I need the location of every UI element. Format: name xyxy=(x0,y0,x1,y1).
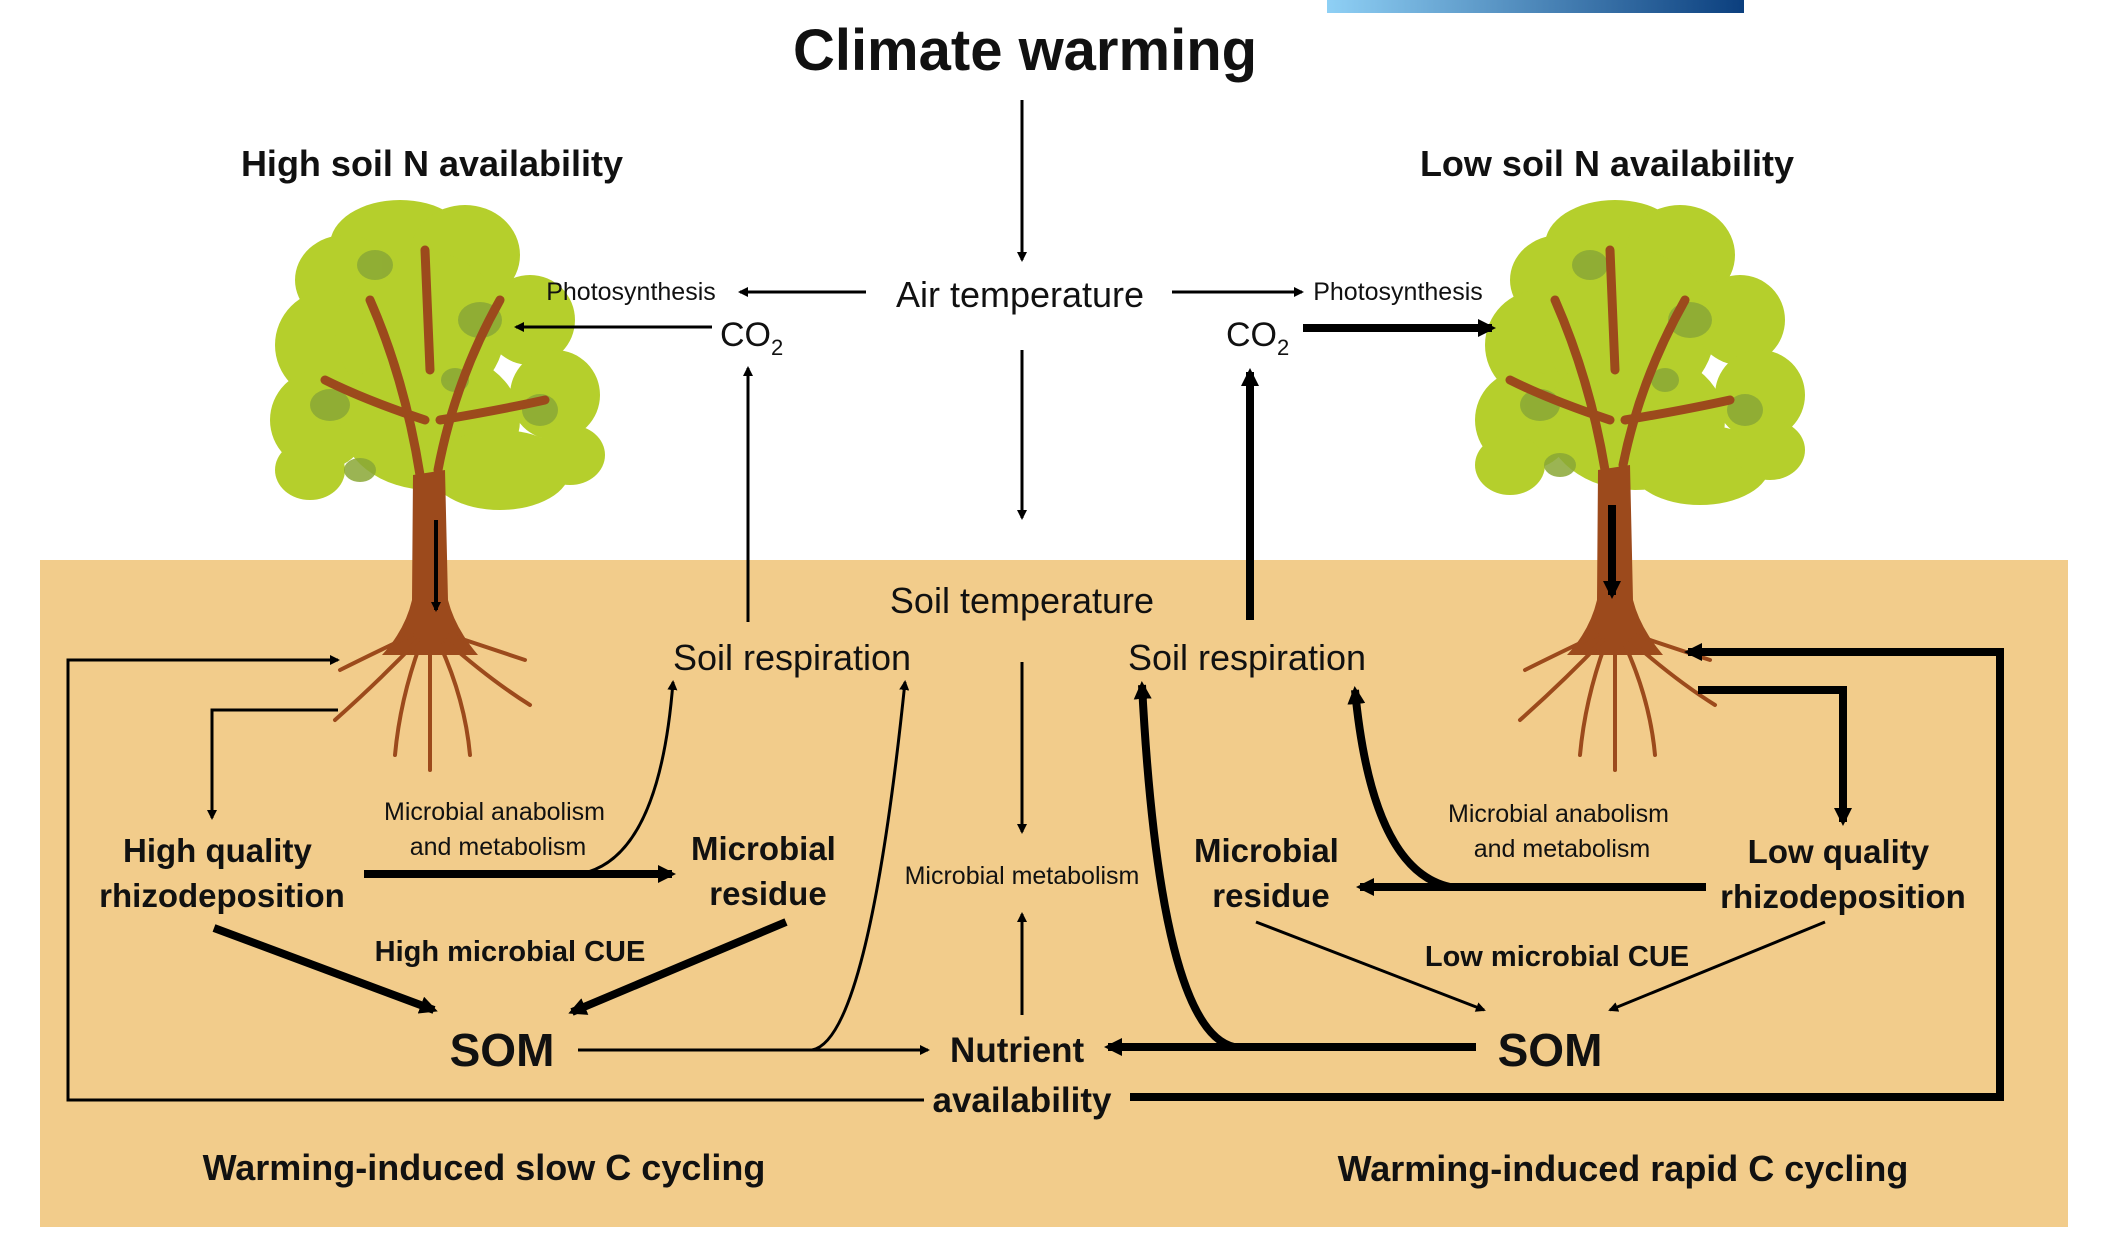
soil-temperature-label: Soil temperature xyxy=(890,580,1154,621)
left-heading: High soil N availability xyxy=(241,143,623,184)
right-footer-label: Warming-induced rapid C cycling xyxy=(1338,1148,1909,1189)
right-cue-label: Low microbial CUE xyxy=(1425,941,1689,973)
left-co2-label: CO2 xyxy=(720,316,783,360)
soil-background xyxy=(40,560,2068,1227)
right-anabolism-label: Microbial anabolism and metabolism xyxy=(1448,800,1676,863)
left-cue-label: High microbial CUE xyxy=(375,936,646,968)
left-photosynthesis-label: Photosynthesis xyxy=(546,278,716,306)
right-som-label: SOM xyxy=(1498,1024,1603,1076)
right-soil-respiration-label: Soil respiration xyxy=(1128,637,1366,678)
right-co2-label: CO2 xyxy=(1226,316,1289,360)
nutrient-availability-label: Nutrient availability xyxy=(933,1031,1113,1120)
microbial-metabolism-label: Microbial metabolism xyxy=(905,862,1140,890)
right-microbial-residue-label: Microbial residue xyxy=(1194,832,1348,914)
right-photosynthesis-label: Photosynthesis xyxy=(1313,278,1483,306)
tree-icon-right xyxy=(1475,200,1805,772)
air-temperature-label: Air temperature xyxy=(896,274,1144,315)
left-rhizodeposition-label: High quality rhizodeposition xyxy=(99,832,345,914)
tree-icon-left xyxy=(270,200,605,772)
right-heading: Low soil N availability xyxy=(1420,143,1794,184)
diagram-title: Climate warming xyxy=(793,18,1257,83)
left-footer-label: Warming-induced slow C cycling xyxy=(203,1147,766,1188)
right-rhizodeposition-label: Low quality rhizodeposition xyxy=(1720,833,1966,915)
arrow-icon xyxy=(66,100,2004,1102)
left-som-label: SOM xyxy=(450,1024,555,1076)
left-microbial-residue-label: Microbial residue xyxy=(691,830,845,912)
left-anabolism-label: Microbial anabolism and metabolism xyxy=(384,798,612,861)
left-soil-respiration-label: Soil respiration xyxy=(673,637,911,678)
top-banner xyxy=(1327,0,1744,13)
